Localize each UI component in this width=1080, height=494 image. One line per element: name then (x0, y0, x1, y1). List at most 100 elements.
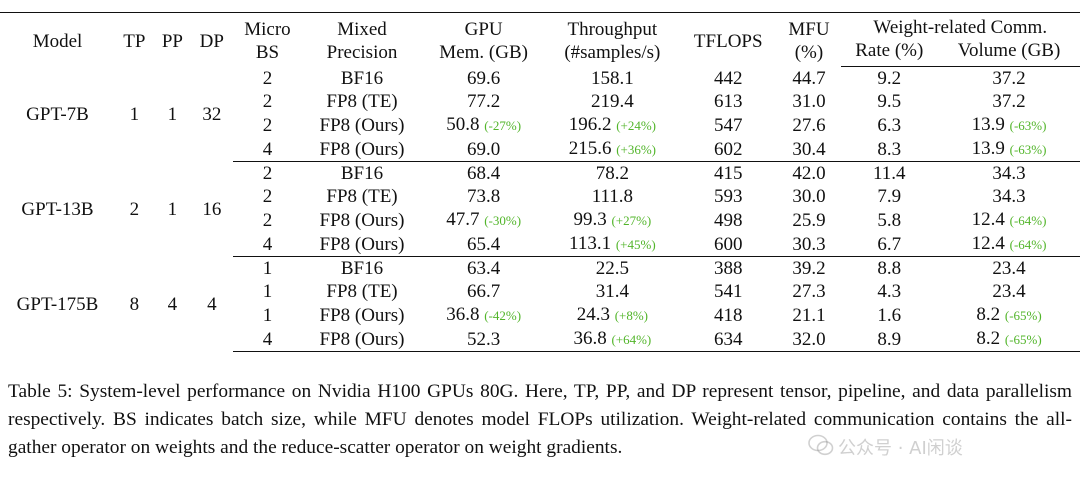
cell-micro-bs: 2 (262, 186, 273, 207)
cell-rate: 9.5 (877, 91, 902, 112)
cell-precision: BF16 (340, 67, 384, 89)
cell-tflops: 634 (679, 327, 778, 352)
cell-precision: FP8 (TE) (326, 281, 398, 302)
cell-tflops: 600 (679, 232, 778, 257)
cell-micro-bs: 2 (262, 163, 273, 184)
cell-precision: BF16 (340, 163, 384, 184)
delta-badge: (+27%) (611, 213, 652, 228)
delta-badge: (+64%) (611, 332, 652, 347)
cell-pp: 1 (167, 103, 178, 125)
cell-throughput: 36.8 (+64%) (545, 327, 680, 352)
cell-rate: 11.4 (873, 163, 906, 184)
delta-badge: (+36%) (616, 142, 657, 157)
cell-volume: 13.9 (-63%) (971, 114, 1047, 135)
cell-tp: 1 (129, 103, 140, 125)
cell-volume: 12.4 (-64%) (971, 209, 1047, 230)
cell-tflops: 388 (714, 258, 743, 279)
cell-micro-bs: 1 (262, 304, 273, 326)
cell-mfu: 25.9 (792, 209, 826, 231)
cell-gpu-mem: 69.0 (421, 137, 546, 162)
cell-tflops: 415 (714, 163, 743, 184)
cell-dp: 4 (207, 293, 217, 315)
header-dp: DP (191, 12, 233, 67)
delta-badge: (-64%) (1009, 213, 1047, 228)
cell-gpu-mem: 65.4 (421, 232, 546, 257)
cell-precision: FP8 (Ours) (302, 327, 422, 352)
cell-throughput: 111.8 (591, 186, 634, 207)
cell-micro-bs: 2 (262, 67, 273, 89)
delta-badge: (-27%) (484, 118, 522, 133)
cell-precision: FP8 (Ours) (319, 114, 405, 136)
cell-tflops: 613 (714, 91, 743, 112)
performance-table: Model TP PP DP Micro BS Mixed Precision GP… (0, 12, 1080, 352)
cell-precision: FP8 (Ours) (302, 232, 422, 257)
cell-precision: FP8 (Ours) (319, 209, 405, 231)
cell-gpu-mem: 63.4 (467, 258, 501, 279)
cell-gpu-mem: 36.8 (-42%) (446, 304, 522, 325)
cell-gpu-mem: 77.2 (467, 91, 501, 112)
cell-tp: 2 (129, 198, 140, 220)
cell-mfu: 30.4 (777, 137, 841, 162)
delta-badge: (-30%) (484, 213, 522, 228)
cell-precision: FP8 (TE) (326, 186, 398, 207)
table-row: 4 FP8 (Ours) 52.3 36.8 (+64%) 634 32.0 8.9 8.2 … (0, 327, 1080, 352)
cell-micro-bs: 4 (232, 232, 303, 257)
cell-mfu: 31.0 (792, 91, 826, 112)
header-pp: PP (153, 12, 192, 67)
table-row: 2 FP8 (Ours) 47.7 (-30%) 99.3 (+27%) 498 25.9… (0, 208, 1080, 232)
cell-mfu: 39.2 (792, 258, 826, 279)
cell-volume: 34.3 (992, 186, 1026, 207)
cell-gpu-mem: 73.8 (467, 186, 501, 207)
cell-pp: 1 (167, 198, 178, 220)
cell-volume: 34.3 (992, 163, 1026, 184)
cell-tflops: 593 (714, 186, 743, 207)
cell-volume: 8.2 (-65%) (976, 304, 1042, 325)
cell-micro-bs: 4 (232, 137, 303, 162)
cell-throughput: 78.2 (595, 163, 629, 184)
header-mfu: MFU (%) (777, 12, 841, 67)
cell-mfu: 42.0 (792, 163, 826, 184)
cell-precision: FP8 (Ours) (302, 137, 422, 162)
cell-rate: 8.3 (840, 137, 939, 162)
header-gpu-mem: GPU Mem. (GB) (421, 12, 546, 67)
table-row: 4 FP8 (Ours) 69.0 215.6 (+36%) 602 30.4 8.3 13.… (0, 137, 1080, 162)
header-throughput: Throughput (#samples/s) (545, 12, 680, 67)
cell-gpu-mem: 52.3 (421, 327, 546, 352)
delta-badge: (-65%) (1004, 332, 1042, 347)
cell-model: GPT-175B (16, 293, 99, 315)
cell-gpu-mem: 50.8 (-27%) (446, 114, 522, 135)
cell-micro-bs: 1 (262, 281, 273, 302)
header-model: Model (0, 12, 116, 67)
header-tp: TP (115, 12, 154, 67)
cell-precision: BF16 (340, 258, 384, 279)
cell-micro-bs: 2 (262, 91, 273, 112)
cell-micro-bs: 4 (232, 327, 303, 352)
delta-badge: (-65%) (1004, 308, 1042, 323)
cell-gpu-mem: 66.7 (467, 281, 501, 302)
cell-volume: 23.4 (992, 258, 1026, 279)
cell-rate: 8.9 (840, 327, 939, 352)
delta-badge: (+45%) (615, 237, 656, 252)
cell-gpu-mem: 69.6 (467, 67, 501, 89)
header-tflops: TFLOPS (679, 12, 778, 67)
cell-throughput: 215.6 (+36%) (545, 137, 680, 162)
cell-dp: 16 (202, 198, 222, 220)
cell-mfu: 27.6 (792, 114, 826, 136)
delta-badge: (-64%) (1009, 237, 1047, 252)
delta-badge: (-63%) (1009, 118, 1047, 133)
model-group: GPT-175B 8 4 4 1 BF16 63.4 22.5 388 39.2 8.8 23.4 1 F… (0, 257, 1080, 352)
cell-volume: 13.9 (-63%) (938, 137, 1080, 162)
cell-volume: 8.2 (-65%) (938, 327, 1080, 352)
cell-rate: 6.7 (840, 232, 939, 257)
watermark-text: 公众号 · AI闲谈 (838, 438, 963, 459)
cell-model: GPT-13B (21, 198, 94, 220)
cell-throughput: 24.3 (+8%) (576, 304, 649, 325)
table-row: 2 FP8 (TE) 77.2 219.4 613 31.0 9.5 37.2 (0, 90, 1080, 113)
cell-mfu: 44.7 (792, 67, 826, 89)
table-row: GPT-13B 2 1 16 2 BF16 68.4 78.2 415 42.0 11.4 34.3 (0, 162, 1080, 220)
cell-mfu: 21.1 (792, 304, 826, 326)
cell-tflops: 498 (714, 209, 743, 231)
cell-rate: 4.3 (877, 281, 902, 302)
cell-mfu: 30.0 (792, 186, 826, 207)
cell-micro-bs: 1 (262, 258, 273, 279)
